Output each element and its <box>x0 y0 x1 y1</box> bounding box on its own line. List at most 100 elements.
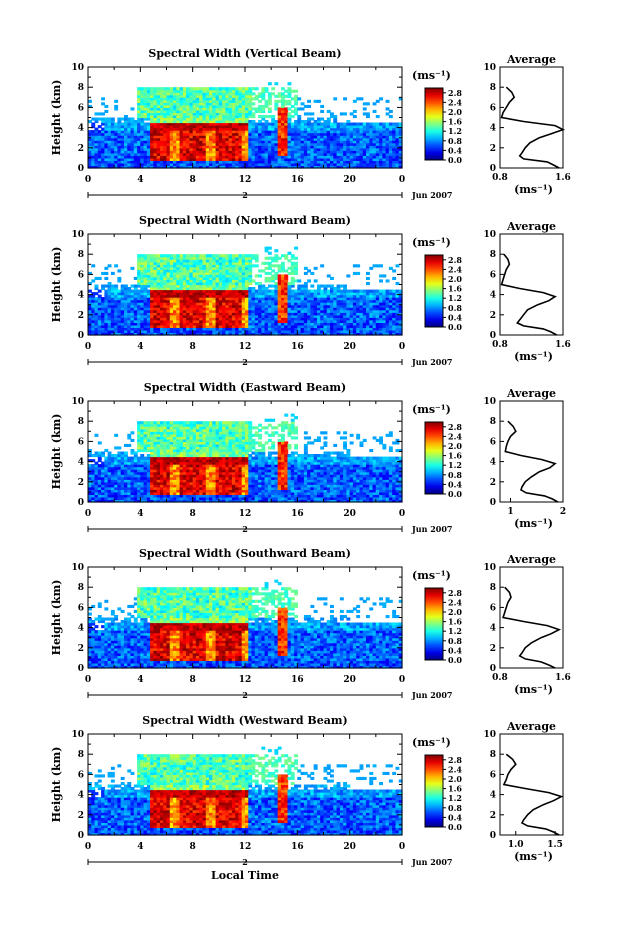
date-label: Jun 2007 <box>411 524 452 534</box>
x-tick-label: 8 <box>190 509 196 519</box>
avg-y-tick-label: 2 <box>490 311 496 321</box>
x-tick-label: 4 <box>137 342 143 352</box>
y-tick-label: 8 <box>78 250 84 260</box>
x-tick-label: 4 <box>137 175 143 185</box>
panel-5: Spectral Width (Westward Beam) Height (km… <box>50 714 564 867</box>
colorbar-unit-label: (ms⁻¹) <box>412 236 451 249</box>
colorbar-unit-label: (ms⁻¹) <box>412 69 451 82</box>
avg-x-axis-label: (ms⁻¹) <box>514 350 553 363</box>
avg-x-axis-label: (ms⁻¹) <box>514 683 553 696</box>
avg-y-tick-label: 0 <box>490 164 496 174</box>
colorbar-unit-label: (ms⁻¹) <box>412 403 451 416</box>
avg-x-tick-label: 0.8 <box>492 340 508 350</box>
colorbar-tick-label: 1.2 <box>448 126 462 136</box>
chart-title: Spectral Width (Westward Beam) <box>142 714 347 727</box>
avg-y-tick-label: 4 <box>490 291 496 301</box>
avg-y-tick-label: 6 <box>490 270 496 280</box>
chart-title: Spectral Width (Northward Beam) <box>139 214 351 227</box>
x-tick-label: 12 <box>239 175 252 185</box>
colorbar-tick-label: 1.2 <box>448 460 462 470</box>
colorbar-tick-label: 2.0 <box>448 607 462 617</box>
average-title: Average <box>506 387 556 400</box>
avg-x-axis-label: (ms⁻¹) <box>514 850 553 863</box>
colorbar-tick-label: 2.4 <box>448 764 462 774</box>
average-frame <box>499 66 564 169</box>
avg-y-tick-label: 10 <box>483 563 496 573</box>
colorbar-tick-label: 0.0 <box>448 655 462 665</box>
average-title: Average <box>506 53 556 66</box>
day-label: 2 <box>242 357 248 367</box>
avg-x-tick-label: 2 <box>560 507 566 517</box>
x-tick-label: 16 <box>291 342 304 352</box>
x-tick-label: 0 <box>399 175 405 185</box>
date-label: Jun 2007 <box>411 357 452 367</box>
avg-y-tick-label: 2 <box>490 144 496 154</box>
y-tick-label: 0 <box>78 498 84 508</box>
colorbar-tick-label: 0.0 <box>448 322 462 332</box>
avg-x-tick-label: 1.6 <box>555 173 571 183</box>
avg-y-tick-label: 6 <box>490 770 496 780</box>
x-tick-label: 12 <box>239 342 252 352</box>
y-tick-label: 8 <box>78 583 84 593</box>
colorbar-tick-label: 0.4 <box>448 312 462 322</box>
average-frame <box>499 566 564 669</box>
colorbar-tick-label: 2.8 <box>448 588 462 598</box>
x-tick-label: 4 <box>137 509 143 519</box>
y-tick-label: 4 <box>78 458 84 468</box>
colorbar <box>424 421 444 495</box>
panel-2: Spectral Width (Northward Beam) Height (k… <box>50 214 571 367</box>
colorbar-tick-label: 2.0 <box>448 107 462 117</box>
colorbar-tick-label: 0.8 <box>448 803 462 813</box>
avg-x-tick-label: 1.6 <box>555 340 571 350</box>
avg-x-tick-label: 1.5 <box>547 840 563 850</box>
x-tick-label: 12 <box>239 675 252 685</box>
y-tick-label: 0 <box>78 164 84 174</box>
day-label: 2 <box>242 690 248 700</box>
chart-title: Spectral Width (Vertical Beam) <box>148 47 341 60</box>
avg-y-tick-label: 6 <box>490 603 496 613</box>
avg-y-tick-label: 4 <box>490 624 496 634</box>
y-tick-label: 10 <box>71 730 84 740</box>
average-profile: Average 0 2 4 6 8 10 1.0 1.5(ms⁻¹) <box>483 720 564 863</box>
avg-x-tick-label: 0.8 <box>492 173 508 183</box>
y-tick-label: 10 <box>71 230 84 240</box>
x-tick-label: 0 <box>399 342 405 352</box>
colorbar-tick-label: 1.6 <box>448 784 462 794</box>
colorbar-tick-label: 0.8 <box>448 636 462 646</box>
spectral-width-field <box>88 579 403 669</box>
x-tick-label: 0 <box>85 509 91 519</box>
x-tick-label: 8 <box>190 842 196 852</box>
day-label: 2 <box>242 857 248 867</box>
avg-y-tick-label: 8 <box>490 583 496 593</box>
average-profile-line <box>504 420 559 503</box>
colorbar-tick-label: 0.0 <box>448 489 462 499</box>
spectral-width-field <box>88 746 403 836</box>
x-tick-label: 4 <box>137 675 143 685</box>
avg-y-tick-label: 2 <box>490 478 496 488</box>
avg-y-tick-label: 0 <box>490 664 496 674</box>
y-axis-label: Height (km) <box>50 247 63 323</box>
y-tick-label: 6 <box>78 437 84 447</box>
y-tick-label: 8 <box>78 417 84 427</box>
y-tick-label: 4 <box>78 124 84 134</box>
x-tick-label: 20 <box>343 342 356 352</box>
average-profile-line <box>500 86 566 169</box>
y-tick-label: 6 <box>78 270 84 280</box>
colorbar-tick-label: 0.4 <box>448 145 462 155</box>
colorbar-tick-label: 0.8 <box>448 303 462 313</box>
colorbar-tick-label: 0.0 <box>448 822 462 832</box>
spectral-width-field <box>88 413 403 503</box>
y-tick-label: 6 <box>78 603 84 613</box>
chart-title: Spectral Width (Southward Beam) <box>139 547 351 560</box>
average-title: Average <box>506 220 556 233</box>
date-label: Jun 2007 <box>411 857 452 867</box>
y-tick-label: 4 <box>78 791 84 801</box>
avg-y-tick-label: 2 <box>490 644 496 654</box>
x-tick-label: 0 <box>85 842 91 852</box>
y-tick-label: 0 <box>78 331 84 341</box>
avg-y-tick-label: 10 <box>483 730 496 740</box>
x-tick-label: 16 <box>291 509 304 519</box>
panel-3: Spectral Width (Eastward Beam) Height (km… <box>50 381 566 534</box>
average-frame <box>499 233 564 336</box>
y-tick-label: 2 <box>78 144 84 154</box>
